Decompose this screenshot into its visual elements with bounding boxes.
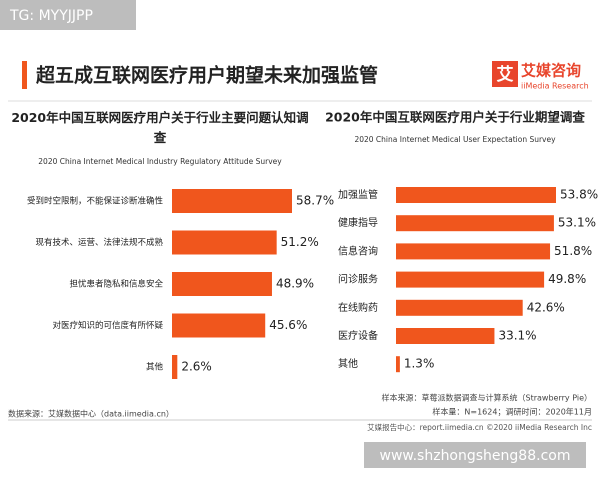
chart-title: 2020年中国互联网医疗用户关于行业期望调查 [325, 110, 585, 125]
watermark-box [0, 0, 136, 30]
logo-mark: 艾 [497, 64, 514, 85]
value-label: 33.1% [498, 329, 536, 343]
source: 数据来源：艾媒数据中心（data.iimedia.cn） [8, 409, 174, 419]
category-label: 健康指导 [338, 216, 378, 229]
value-label: 53.8% [560, 188, 598, 202]
category-label: 对医疗知识的可信度有所怀疑 [52, 320, 163, 331]
watermark: TG: MYYJJPP [9, 8, 93, 24]
footer: 艾媒报告中心：report.iimedia.cn ©2020 iiMedia R… [367, 422, 592, 432]
left-title-box: 2020年中国互联网医疗用户关于行业主要问题认知调查 [11, 110, 309, 145]
category-label: 其他 [338, 357, 358, 370]
category-label: 受到时空限制，不能保证诊断准确性 [27, 196, 164, 207]
bar [172, 272, 272, 296]
headline-marker [22, 61, 27, 89]
bar [396, 299, 523, 316]
headline: 超五成互联网医疗用户期望未来加强监管 [35, 64, 378, 87]
category-label: 在线购药 [338, 301, 378, 314]
category-label: 加强监管 [338, 188, 378, 201]
bar [172, 230, 277, 255]
sample-source: 样本来源：草莓派数据调查与计算系统（Strawberry Pie） [382, 393, 592, 403]
value-label: 45.6% [269, 318, 307, 332]
category-label: 其他 [146, 362, 164, 373]
bar [396, 187, 556, 203]
category-label: 问诊服务 [338, 273, 378, 286]
logo-english: iiMedia Research [521, 82, 589, 91]
value-label: 42.6% [527, 300, 565, 314]
chart-subtitle: 2020 China Internet Medical Industry Reg… [38, 157, 282, 166]
value-label: 51.8% [554, 244, 592, 258]
value-label: 2.6% [181, 360, 212, 374]
category-label: 信息咨询 [338, 244, 378, 257]
sample-size: 样本量：N=1624；调研时间：2020年11月 [432, 407, 592, 417]
value-label: 58.7% [296, 194, 334, 208]
logo-name: 艾媒咨询 [521, 62, 581, 80]
bar [172, 355, 178, 379]
chart-subtitle: 2020 China Internet Medical User Expecta… [354, 135, 556, 144]
bar [396, 271, 545, 288]
bar [396, 356, 400, 373]
bar [172, 189, 292, 213]
bar [396, 215, 554, 232]
value-label: 49.8% [548, 272, 586, 286]
logo-box [492, 61, 518, 87]
category-label: 医疗设备 [338, 329, 378, 342]
value-label: 1.3% [404, 357, 435, 371]
value-label: 48.9% [276, 277, 314, 291]
chart-title: 2020年中国互联网医疗用户关于行业主要问题认知调查 [11, 110, 309, 145]
value-label: 51.2% [281, 235, 319, 249]
category-label: 担忧患者隐私和信息安全 [69, 279, 163, 290]
category-label: 现有技术、运营、法律法规不成熟 [35, 237, 163, 248]
watermark-box [364, 442, 586, 468]
watermark: www.shzhongsheng88.com [380, 448, 571, 464]
bar [396, 243, 551, 260]
bar [396, 328, 495, 344]
bar [172, 313, 266, 338]
value-label: 53.1% [558, 216, 596, 230]
